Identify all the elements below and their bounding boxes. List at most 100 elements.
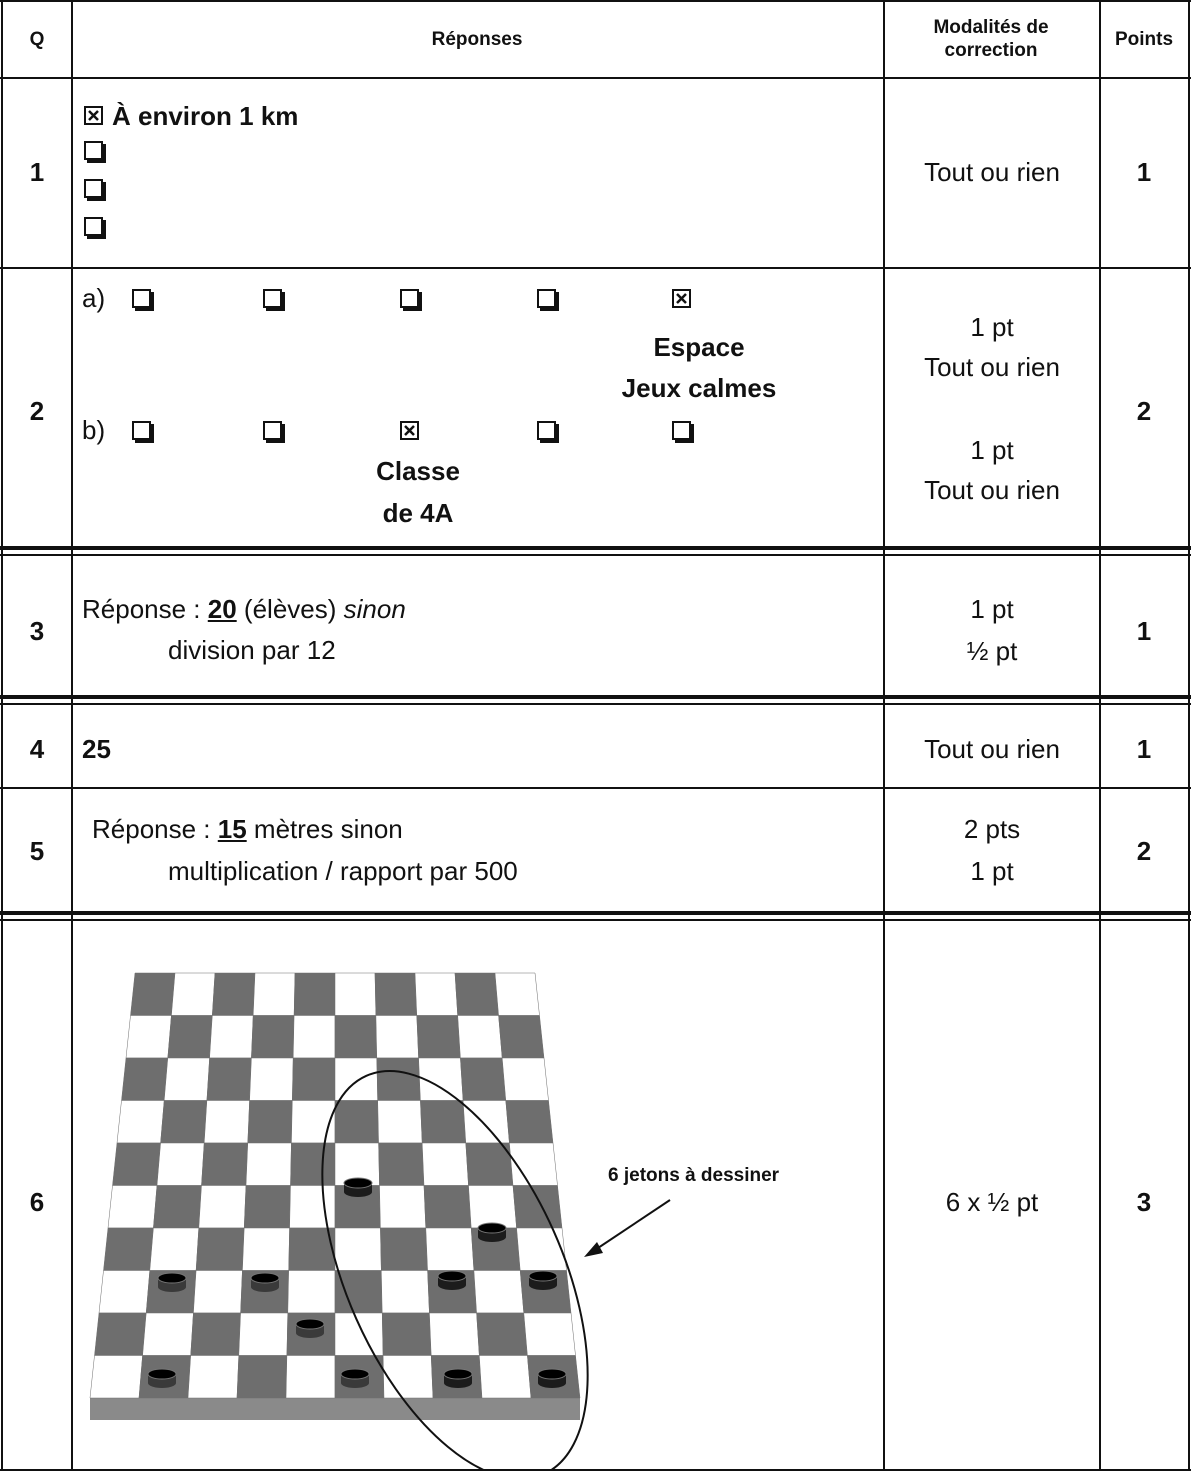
board-square xyxy=(289,1185,336,1229)
board-square xyxy=(167,1015,213,1059)
grading: Tout ou rien xyxy=(924,352,1060,382)
board-square xyxy=(420,1100,467,1144)
board-square xyxy=(190,1312,241,1356)
token xyxy=(477,1222,507,1234)
board-square xyxy=(376,1057,421,1101)
board-square xyxy=(209,1015,254,1059)
board-square xyxy=(377,1100,423,1144)
answer-value: 20 xyxy=(207,594,237,624)
token xyxy=(148,1378,176,1388)
board-square xyxy=(454,972,499,1016)
checkbox xyxy=(84,141,103,160)
double-rule xyxy=(0,703,1191,705)
board-square xyxy=(243,1185,291,1229)
board-square xyxy=(291,1100,336,1144)
board-square xyxy=(334,1312,384,1356)
board-square xyxy=(198,1185,247,1229)
answer: 25 xyxy=(82,734,111,764)
question-number: 3 xyxy=(29,616,45,646)
grading: Tout ou rien xyxy=(924,157,1060,187)
board-square xyxy=(523,1312,576,1356)
board-square xyxy=(498,1015,545,1059)
question-number: 2 xyxy=(29,396,45,426)
unit: mètres sinon xyxy=(253,814,403,844)
answer: Jeux calmes xyxy=(621,373,777,403)
rule xyxy=(883,0,885,1471)
board-square xyxy=(245,1142,292,1186)
board-square xyxy=(374,972,418,1016)
board-square xyxy=(163,1057,210,1101)
checkbox xyxy=(132,421,151,440)
token xyxy=(147,1368,177,1380)
token xyxy=(537,1368,567,1380)
token xyxy=(157,1272,187,1284)
board-square xyxy=(103,1227,154,1271)
board-square xyxy=(171,972,216,1016)
board-square xyxy=(334,972,377,1016)
board-square xyxy=(249,1057,294,1101)
board-square xyxy=(334,1227,382,1271)
token xyxy=(340,1368,370,1380)
board-square xyxy=(494,972,540,1016)
token xyxy=(343,1177,373,1189)
rule xyxy=(71,0,73,1471)
answer: À environ 1 km xyxy=(112,101,299,131)
rule xyxy=(0,1469,1191,1471)
board-square xyxy=(382,1355,434,1399)
board-square xyxy=(107,1185,158,1229)
answer-value: 15 xyxy=(217,814,247,844)
board-square xyxy=(142,1312,194,1356)
token xyxy=(158,1282,186,1292)
board-square xyxy=(89,1355,143,1399)
board-square xyxy=(468,1185,517,1229)
board-square xyxy=(236,1355,288,1399)
checked-box xyxy=(672,289,691,308)
checkbox xyxy=(537,421,556,440)
grading: 2 pts xyxy=(963,814,1021,844)
board-square xyxy=(149,1227,200,1271)
arrow-head xyxy=(584,1242,603,1257)
grading: Tout ou rien xyxy=(924,734,1060,764)
answer: de 4A xyxy=(382,498,454,528)
token xyxy=(437,1270,467,1282)
rule xyxy=(0,0,1191,2)
board-square xyxy=(378,1142,425,1186)
board-square xyxy=(187,1355,240,1399)
rule xyxy=(1,0,3,1471)
board-square xyxy=(193,1270,243,1314)
board-square xyxy=(206,1057,252,1101)
points: 3 xyxy=(1136,1187,1152,1217)
token xyxy=(538,1378,566,1388)
board-square xyxy=(94,1312,147,1356)
rule xyxy=(1188,0,1190,1471)
board-square xyxy=(334,1100,379,1144)
board-square xyxy=(381,1312,432,1356)
token xyxy=(443,1368,473,1380)
board-square xyxy=(98,1270,151,1314)
board-square xyxy=(334,1057,378,1101)
board-square xyxy=(379,1185,427,1229)
board-square xyxy=(416,1015,461,1059)
answer-line: Réponse : 15 mètres sinon xyxy=(92,813,403,845)
grading: 1 pt xyxy=(970,435,1014,465)
board-square xyxy=(293,972,336,1016)
token xyxy=(341,1378,369,1388)
board-square xyxy=(425,1227,475,1271)
token xyxy=(344,1187,372,1197)
double-rule xyxy=(0,919,1191,921)
checkbox xyxy=(84,179,103,198)
question-number: 4 xyxy=(29,734,45,764)
token xyxy=(438,1280,466,1290)
double-rule xyxy=(0,546,1191,550)
board-square xyxy=(457,1015,503,1059)
grading: 1 pt xyxy=(970,312,1014,342)
header-grading: Modalités de correction xyxy=(933,17,1049,61)
board-square xyxy=(238,1312,289,1356)
answer: Classe xyxy=(376,456,460,486)
board-square xyxy=(201,1142,249,1186)
board-square xyxy=(125,1015,172,1059)
answer-line: Réponse : 20 (élèves) sinon xyxy=(82,593,406,625)
header-answers: Réponses xyxy=(431,29,523,50)
board-edge xyxy=(90,1398,580,1420)
